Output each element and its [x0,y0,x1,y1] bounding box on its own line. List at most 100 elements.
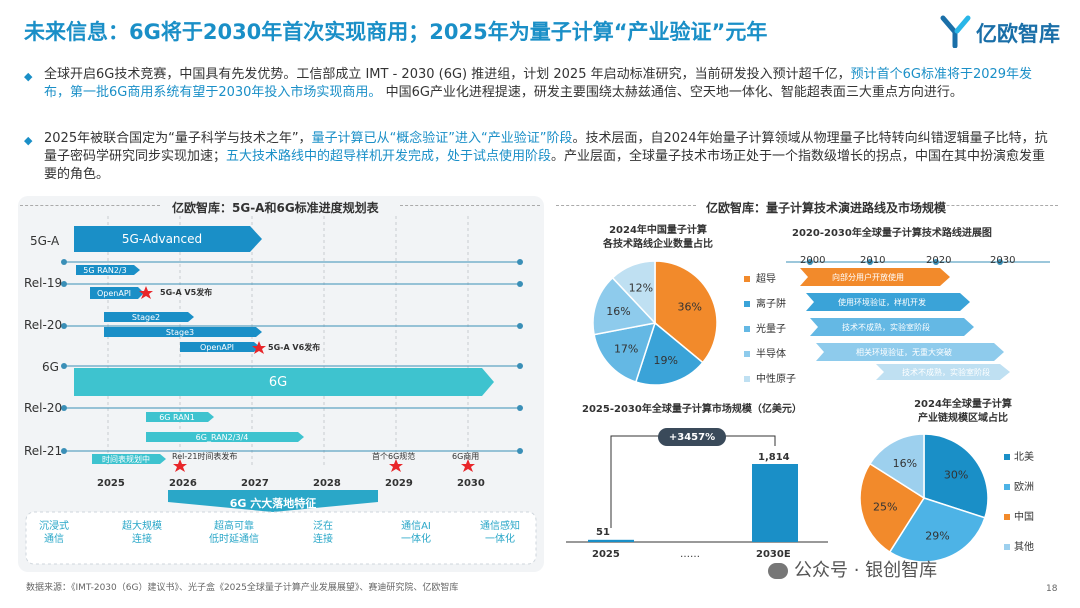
bar-stage3: Stage3 [165,327,195,337]
year-label: 2027 [241,478,269,489]
roadmap-text: 使用环境验证，样机开发 [838,297,926,307]
watermark-text: 公众号 · 银创智库 [794,560,938,581]
pie-slice [654,260,718,364]
pie-chart-regions: 30% 29% 25% 16% [859,433,989,563]
year-label: 2029 [385,478,413,489]
feature-massive-connect: 超大规模 连接 [122,521,162,545]
legend-swatch-icon [1004,454,1010,460]
roadmap-text: 技术不成熟，实验室阶段 [902,367,990,377]
route-name: 中性原子 [756,374,796,385]
pie-slice-label: 25% [873,501,897,514]
bar-openapi-1: OpenAPI [96,288,132,298]
features-title: 6G 六大落地特征 [229,497,317,510]
roadmap-year: 2000 [800,255,826,266]
bullet-2-highlight-a: 量子计算已从“概念验证”进入“产业验证”阶段 [311,131,573,146]
page-title: 未来信息：6G将于2030年首次实现商用；2025年为量子计算“产业验证”元年 [24,20,768,44]
bullet-2-text-b: 。技术层面，自2024年始量子计算领域从物理量子比特转向纠错逻辑量子比特，抗量子… [44,131,1048,164]
route-marker-icon [744,326,750,332]
year-label: 2026 [169,478,197,489]
pie-slice-label: 12% [629,281,653,294]
row-label-rel19: Rel-19 [24,276,63,290]
pie-slice-label: 29% [925,529,949,542]
bar-6g: 6G [268,374,288,390]
bullet-paragraph-quantum: ◆ 2025年被联合国定为“量子科学与技术之年”，量子计算已从“概念验证”进入“… [24,130,1056,184]
roadmap-text: 向部分用户开放使用 [832,272,904,282]
pie-slice-label: 36% [678,301,702,314]
bar-5g-advanced: 5G-Advanced [121,232,203,246]
market-title: 2025-2030年全球量子计算市场规模（亿美元） [582,404,802,415]
route-marker-icon [744,276,750,282]
row-label-rel20b: Rel-20 [24,401,63,415]
roadmap-axis [786,259,1050,265]
standards-timeline-chart [25,216,537,565]
pie-slice [611,260,656,325]
milestone-commercial: 6G商用 [452,452,480,461]
bar-stage2: Stage2 [131,312,161,322]
standards-panel-title: 亿欧智库：5G-A和6G标准进度规划表 [172,201,379,215]
logo-icon [940,15,971,48]
route-marker-icon [744,301,750,307]
logo-text: 亿欧智库 [976,22,1060,46]
pie-slice-label: 30% [944,469,968,482]
market-ellipsis: …… [680,549,700,560]
bar-plan: 时间表规划中 [102,454,150,464]
feature-ai-integration: 通信AI 一体化 [401,521,431,545]
pie-slice [634,321,704,386]
pie-slice-label: 16% [893,457,917,470]
quantum-panel-title: 亿欧智库：量子计算技术演进路线及市场规模 [706,201,947,215]
market-value-2025: 51 [596,527,610,538]
pie-slice [868,433,925,500]
page-number: 18 [1046,584,1058,594]
bullet-1-text-a: 全球开启6G技术竞赛，中国具有先发优势。工信部成立 IMT - 2030 (6G… [44,67,851,82]
pie2-title: 2024年全球量子计算 产业链规模区域占比 [914,399,1012,424]
roadmap-year: 2020 [926,255,952,266]
bullet-2-text-c: 。产业层面，全球量子技术市场正处于一个指数级增长的拐点，中国在其中扮演愈发重要的… [44,149,1046,182]
roadmap-years: 2000 2010 2020 2030 [780,255,1056,267]
market-bar [752,464,798,542]
row-label-rel21: Rel-21 [24,444,63,458]
roadmap-title: 2020-2030年全球量子计算技术路线进展图 [792,228,992,239]
roadmap-year: 2010 [860,255,886,266]
market-cat-2030: 2030E [756,549,791,560]
pie1-title: 2024年中国量子计算 各技术路线企业数量占比 [603,225,713,250]
market-value-2030: 1,814 [758,452,790,463]
year-label: 2030 [457,478,485,489]
legend-swatch-icon [1004,484,1010,490]
pie-slice-label: 19% [653,354,677,367]
pie-slice-label: 17% [614,342,638,355]
milestone-rel21: Rel-21时间表发布 [172,452,238,461]
year-label: 2028 [313,478,341,489]
roadmap-text: 相关环境验证，无重大突破 [856,347,952,357]
pie-slice [923,433,989,519]
logo: 亿欧智库 [940,14,1065,50]
growth-badge: +3457% [658,428,726,446]
bar-5g-ran23: 5G RAN2/3 [83,265,127,275]
diamond-bullet-icon: ◆ [24,70,33,83]
route-name: 离子阱 [756,299,786,310]
route-marker-icon [744,376,750,382]
route-name: 光量子 [756,324,786,335]
pie-slice [888,497,986,563]
feature-ubiquitous: 泛在 连接 [313,521,333,545]
milestone-first-spec: 首个6G规范 [372,452,416,461]
pie-slice [593,322,657,383]
bar-openapi-2: OpenAPI [199,342,235,352]
roadmap-arrows [800,268,1010,380]
legend-swatch-icon [1004,544,1010,550]
market-cat-2025: 2025 [592,549,620,560]
watermark: 公众号 · 银创智库 [768,556,937,582]
growth-bracket [610,435,776,528]
legend-swatch-icon [1004,514,1010,520]
milestone-v5: 5G-A V5发布 [160,288,213,297]
feature-sensing: 通信感知 一体化 [480,521,520,545]
pie-chart-routes: 36% 19% 17% 16% 12% [592,260,718,386]
row-label-6g: 6G [42,360,59,374]
year-label: 2025 [97,478,125,489]
wechat-icon [768,563,788,579]
bullet-2-highlight-b: 五大技术路线中的超导样机开发完成，处于试点使用阶段 [226,149,552,164]
bar-6g-ran1: 6G RAN1 [159,412,195,422]
legend-label: 其他 [1014,542,1034,553]
pie-slice [859,462,926,554]
row-label-5ga: 5G-A [30,234,60,248]
bullet-1-highlight: 预计首个6G标准将于2029年发布，第一批6G商用系统有望于2030年投入市场实… [44,67,1033,100]
